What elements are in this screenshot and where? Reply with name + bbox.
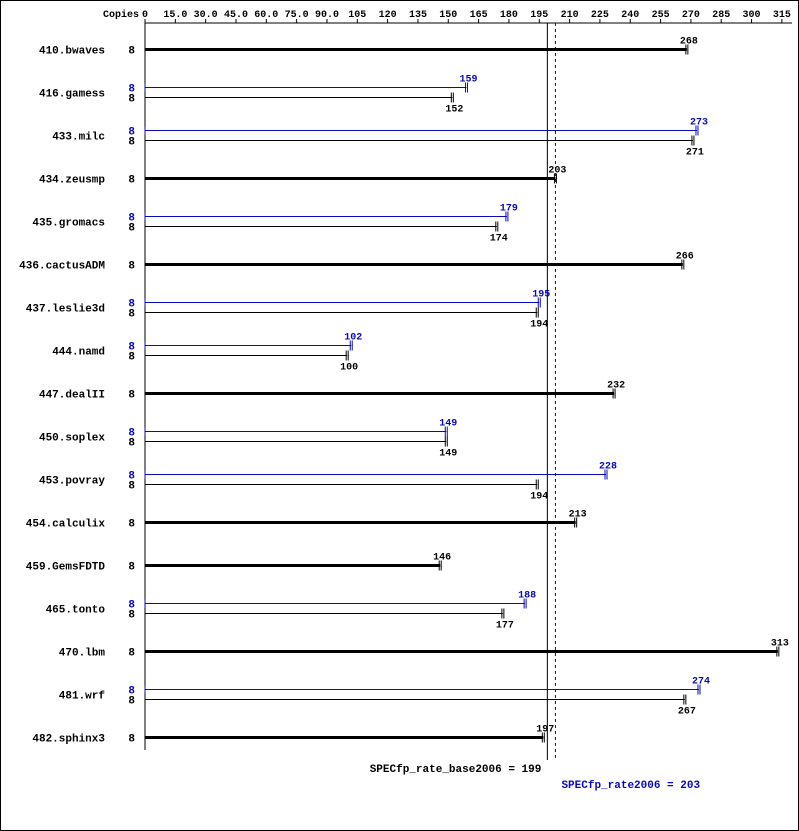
x-tick-label: 285 — [712, 10, 730, 21]
bar-value-label: 213 — [569, 510, 587, 521]
bar-value-label: 267 — [678, 707, 696, 718]
x-tick-label: 210 — [561, 10, 579, 21]
benchmark-label: 447.dealII — [39, 390, 105, 402]
benchmark-label: 410.bwaves — [39, 46, 105, 58]
x-tick-label: 15.0 — [163, 10, 187, 21]
x-tick-label: 195 — [530, 10, 548, 21]
copies-value: 8 — [128, 696, 135, 708]
bar-value-label: 152 — [445, 105, 463, 116]
copies-value: 8 — [128, 610, 135, 622]
bar-value-label: 266 — [676, 252, 694, 263]
bar-value-label: 100 — [340, 363, 358, 374]
x-tick-label: 150 — [439, 10, 457, 21]
x-tick-label: 30.0 — [194, 10, 218, 21]
bar-value-label: 195 — [532, 290, 550, 301]
x-tick-label: 300 — [743, 10, 761, 21]
benchmark-label: 433.milc — [52, 132, 105, 144]
bar-value-label: 188 — [518, 591, 536, 602]
copies-value: 8 — [128, 734, 135, 746]
copies-value: 8 — [128, 648, 135, 660]
x-tick-label: 105 — [348, 10, 366, 21]
bar-value-label: 268 — [680, 37, 698, 48]
bar-value-label: 149 — [439, 419, 457, 430]
bar-value-label: 313 — [771, 639, 789, 650]
x-tick-label: 60.0 — [254, 10, 278, 21]
bar-value-label: 197 — [536, 725, 554, 736]
bar-value-label: 232 — [607, 381, 625, 392]
copies-value: 8 — [128, 562, 135, 574]
bar-value-label: 174 — [490, 234, 508, 245]
copies-value: 8 — [128, 438, 135, 450]
bar-value-label: 179 — [500, 204, 518, 215]
bar-value-label: 146 — [433, 553, 451, 564]
reference-label-peak: SPECfp_rate2006 = 203 — [561, 780, 700, 792]
copies-value: 8 — [128, 309, 135, 321]
copies-value: 8 — [128, 94, 135, 106]
benchmark-label: 435.gromacs — [32, 218, 105, 230]
copies-value: 8 — [128, 519, 135, 531]
specfp-rate-chart: 0 15.0 30.0 45.0 60.0 75.0 90.0 105 120 135 150 165… — [0, 0, 799, 831]
x-tick-label: 0 — [142, 10, 148, 21]
x-tick-label: 45.0 — [224, 10, 248, 21]
copies-value: 8 — [128, 46, 135, 58]
x-tick-label: 120 — [379, 10, 397, 21]
reference-label-base: SPECfp_rate_base2006 = 199 — [370, 764, 542, 776]
x-tick-label: 270 — [682, 10, 700, 21]
benchmark-label: 481.wrf — [59, 691, 106, 703]
copies-value: 8 — [128, 481, 135, 493]
copies-value: 8 — [128, 175, 135, 187]
bar-value-label: 102 — [344, 333, 362, 344]
x-tick-label: 240 — [621, 10, 639, 21]
bar-value-label: 149 — [439, 449, 457, 460]
x-tick-label: 180 — [500, 10, 518, 21]
benchmark-label: 450.soplex — [39, 433, 105, 445]
benchmark-label: 436.cactusADM — [19, 261, 105, 273]
benchmark-label: 434.zeusmp — [39, 175, 105, 187]
benchmark-label: 444.namd — [52, 347, 105, 359]
benchmark-label: 437.leslie3d — [26, 304, 105, 316]
benchmark-label: 465.tonto — [46, 605, 106, 617]
bar-value-label: 228 — [599, 462, 617, 473]
x-tick-label: 315 — [773, 10, 791, 21]
x-tick-label: 75.0 — [285, 10, 309, 21]
bar-value-label: 271 — [686, 148, 704, 159]
copies-value: 8 — [128, 352, 135, 364]
bar-value-label: 194 — [530, 492, 548, 503]
benchmark-label: 470.lbm — [59, 648, 106, 660]
bar-value-label: 177 — [496, 621, 514, 632]
bar-value-label: 274 — [692, 677, 710, 688]
benchmark-label: 453.povray — [39, 476, 105, 488]
benchmark-label: 482.sphinx3 — [32, 734, 105, 746]
copies-value: 8 — [128, 223, 135, 235]
benchmark-label: 454.calculix — [26, 519, 106, 531]
x-tick-label: 255 — [652, 10, 670, 21]
x-tick-label: 135 — [409, 10, 427, 21]
benchmark-label: 459.GemsFDTD — [26, 562, 106, 574]
x-tick-label: 165 — [470, 10, 488, 21]
bar-value-label: 159 — [459, 75, 477, 86]
x-tick-label: 90.0 — [315, 10, 339, 21]
copies-value: 8 — [128, 390, 135, 402]
copies-value: 8 — [128, 261, 135, 273]
benchmark-label: 416.gamess — [39, 89, 105, 101]
x-tick-label: 225 — [591, 10, 609, 21]
bar-value-label: 203 — [548, 166, 566, 177]
copies-header: Copies — [103, 9, 139, 21]
copies-value: 8 — [128, 137, 135, 149]
bar-value-label: 273 — [690, 118, 708, 129]
bar-value-label: 194 — [530, 320, 548, 331]
